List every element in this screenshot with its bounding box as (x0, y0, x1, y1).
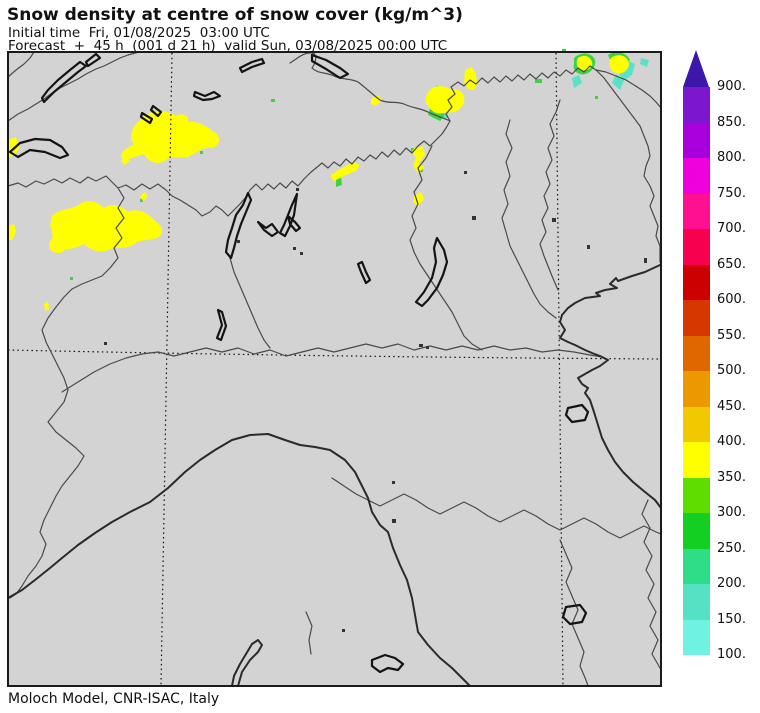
colorbar-segment-600-650 (683, 264, 710, 300)
colorbar-tick-label: 550. (717, 327, 746, 343)
colorbar-tick-label: 800. (717, 150, 746, 165)
colorbar-tick-label: 150. (717, 611, 746, 627)
colorbar-segment-250-300 (683, 513, 710, 549)
colorbar-tick-label: 750. (717, 185, 746, 201)
colorbar-segment-150-200 (683, 584, 710, 620)
lakes (8, 52, 590, 674)
colorbar-segment-450-500 (683, 371, 710, 407)
snow-patch-layer (8, 49, 649, 311)
colorbar-segment-400-450 (683, 406, 710, 442)
snow-yellow-patches (8, 55, 629, 311)
colorbar-tick-label: 650. (717, 256, 746, 272)
colorbar-segment-200-250 (683, 548, 710, 584)
colorbar-segment-350-400 (683, 442, 710, 478)
colorbar-tick-label: 400. (717, 434, 746, 449)
colorbar-tick-label: 200. (717, 576, 746, 591)
colorbar-tick-label: 500. (717, 363, 746, 378)
credit-text: Moloch Model, CNR-ISAC, Italy (8, 691, 220, 707)
colorbar-segment-550-600 (683, 300, 710, 336)
forecast-valid-line: Forecast + 45 h (001 d 21 h) valid Sun, … (8, 38, 448, 54)
colorbar-tick-label: 700. (717, 221, 746, 236)
colorbar-tick-label: 250. (717, 540, 746, 556)
map-background (8, 52, 661, 686)
colorbar-segment-700-750 (683, 193, 710, 229)
colorbar-tick-label: 350. (717, 469, 746, 485)
colorbar: 900. 850. 800. 750. 700. 650. 600. 550. 500. 450.… (683, 50, 746, 670)
colorbar-up-arrow-icon (683, 50, 709, 87)
page-title: Snow density at centre of snow cover (kg… (7, 5, 463, 25)
borders-and-rivers (7, 51, 662, 687)
colorbar-tick-label: 100. (717, 647, 746, 662)
colorbar-segment-300-350 (683, 477, 710, 513)
initial-time-line: Initial time Fri, 01/08/2025 03:00 UTC (8, 25, 270, 41)
map-frame (7, 51, 662, 687)
colorbar-segment-100-150 (683, 619, 710, 655)
colorbar-tick-label: 300. (717, 505, 746, 520)
coastlines (7, 264, 662, 687)
graticule-dotted-lines (7, 52, 662, 686)
colorbar-tick-label: 450. (717, 398, 746, 414)
colorbar-tick-label: 600. (717, 292, 746, 307)
colorbar-segment-750-800 (683, 158, 710, 194)
colorbar-tick-label: 900. (717, 79, 746, 94)
colorbar-segment-500-550 (683, 335, 710, 371)
colorbar-segment-800-850 (683, 122, 710, 158)
colorbar-segment-850-900 (683, 87, 710, 123)
map-dots (104, 171, 647, 632)
colorbar-tick-label: 850. (717, 114, 746, 130)
colorbar-segment-650-700 (683, 229, 710, 265)
